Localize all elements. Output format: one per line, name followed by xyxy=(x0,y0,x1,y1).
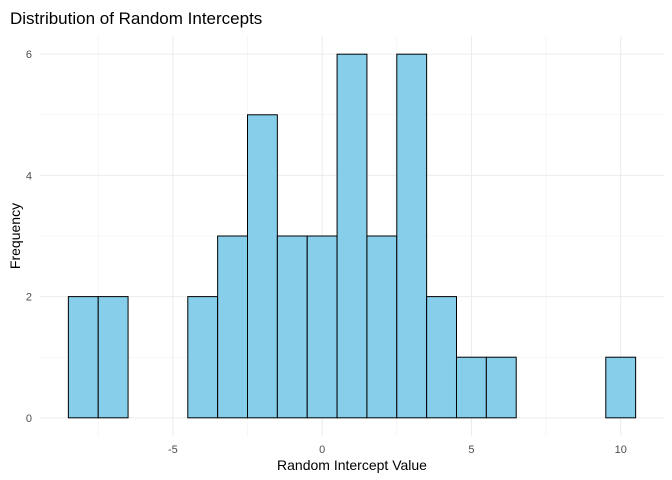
y-axis-ticks: 0 2 4 6 xyxy=(26,49,32,425)
histogram-bar xyxy=(97,296,129,419)
histogram-bar xyxy=(306,235,338,419)
y-tick-label: 0 xyxy=(26,413,32,425)
histogram-bar xyxy=(455,356,487,419)
x-tick-label: 0 xyxy=(319,444,325,456)
histogram-bar xyxy=(336,53,368,419)
histogram-bar xyxy=(67,296,99,419)
histogram-bar xyxy=(187,296,219,419)
chart-title: Distribution of Random Intercepts xyxy=(10,9,262,28)
y-tick-label: 2 xyxy=(26,292,32,304)
x-tick-label: -5 xyxy=(168,444,178,456)
x-tick-label: 10 xyxy=(615,444,627,456)
histogram-bar xyxy=(247,114,278,419)
y-tick-label: 6 xyxy=(26,49,32,61)
histogram-bar xyxy=(396,53,428,419)
y-axis-title: Frequency xyxy=(7,203,23,269)
histogram-bar xyxy=(426,296,457,419)
histogram-bar xyxy=(485,356,517,419)
histogram-bar xyxy=(276,235,308,419)
x-axis-title: Random Intercept Value xyxy=(277,457,427,473)
x-axis-ticks: -5 0 5 10 xyxy=(168,444,627,456)
histogram-bar xyxy=(605,356,637,419)
y-tick-label: 4 xyxy=(26,170,32,182)
histogram-bar xyxy=(217,235,249,419)
x-tick-label: 5 xyxy=(468,444,474,456)
histogram-bar xyxy=(366,235,398,419)
histogram-bars xyxy=(67,53,637,419)
